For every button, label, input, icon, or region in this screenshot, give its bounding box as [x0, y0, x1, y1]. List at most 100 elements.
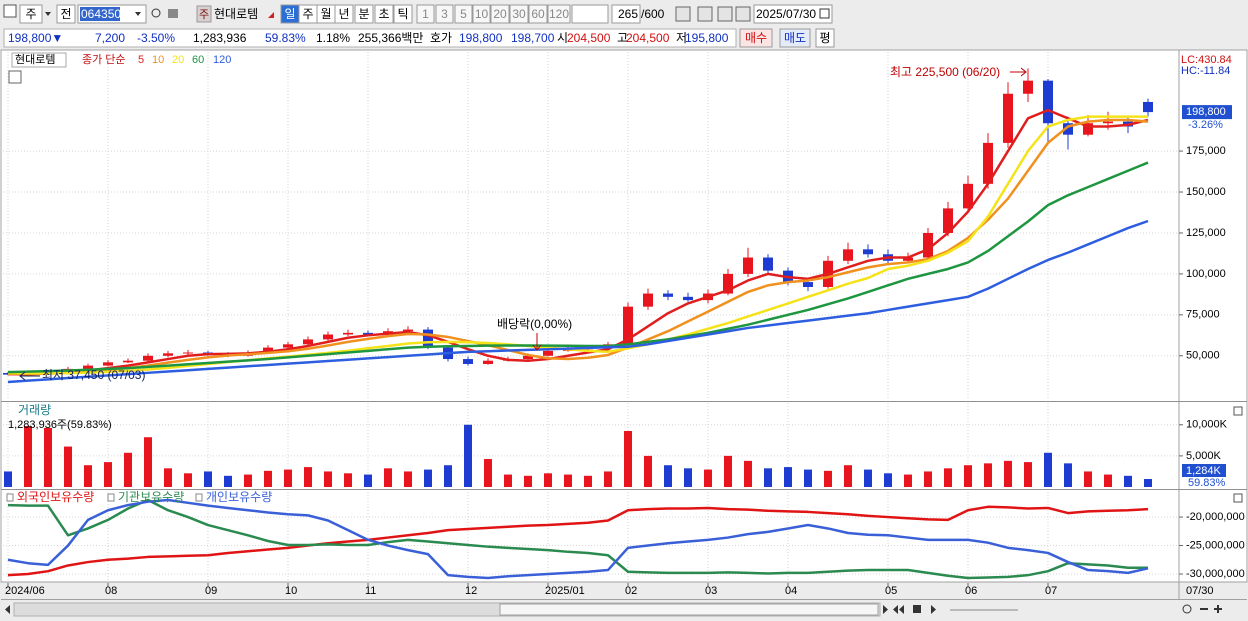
- volume-bar: [64, 446, 72, 487]
- button[interactable]: [354, 4, 374, 24]
- button[interactable]: [528, 4, 548, 24]
- candle-body: [263, 347, 273, 353]
- stop-button[interactable]: [913, 605, 921, 613]
- button-label: 30: [512, 7, 526, 21]
- search-zoom[interactable]: [1182, 604, 1192, 614]
- moving-average-line: [7, 219, 1149, 384]
- candle-body: [323, 334, 333, 340]
- quote-price: 198,800▼: [8, 31, 63, 45]
- candle-body: [643, 293, 653, 307]
- dropdown-arrow[interactable]: [45, 12, 51, 16]
- calendar-icon[interactable]: [819, 8, 830, 19]
- volume-bar: [1124, 475, 1132, 487]
- candle-body: [963, 183, 973, 209]
- tool-icon[interactable]: [735, 6, 751, 22]
- pane-close[interactable]: [1233, 406, 1243, 416]
- candle-body: [1043, 80, 1053, 124]
- button[interactable]: [490, 4, 510, 24]
- volume-bar: [404, 471, 412, 487]
- volume-bar: [344, 473, 352, 487]
- rewind-button[interactable]: [893, 605, 904, 614]
- moving-average-line: [7, 108, 1149, 376]
- volume-bar: [364, 474, 372, 487]
- x-tick-label: 05: [885, 585, 897, 597]
- volume-bar: [744, 460, 752, 487]
- high-annotation: 최고 225,500 (06/20): [890, 65, 1000, 79]
- button-label: 매도: [784, 31, 806, 45]
- count-max: /600: [641, 7, 665, 21]
- market-badge: 주: [199, 9, 209, 21]
- button[interactable]: [19, 4, 43, 24]
- legend-swatch: [107, 493, 115, 502]
- button-label: 3: [441, 7, 448, 21]
- quote-low: 195,800: [685, 31, 729, 45]
- dropdown-arrow[interactable]: [135, 12, 141, 16]
- volume-bar: [644, 455, 652, 487]
- button-label: 5: [460, 7, 467, 21]
- button[interactable]: [739, 28, 773, 48]
- candle-body: [403, 329, 413, 332]
- button[interactable]: [393, 4, 413, 24]
- scroll-left[interactable]: [5, 605, 10, 614]
- scroll-right[interactable]: [883, 605, 888, 614]
- tool-icon[interactable]: [717, 6, 733, 22]
- pane-close[interactable]: [1233, 493, 1243, 503]
- moving-average-line: [7, 161, 1149, 374]
- count-input[interactable]: [611, 4, 641, 24]
- volume-bar: [384, 468, 392, 487]
- hc-label: HC:-11.84: [1181, 65, 1230, 77]
- candle-body: [923, 232, 933, 258]
- legend-name-box: [11, 52, 67, 68]
- legend-swatch: [6, 493, 14, 502]
- button-label: 매수: [745, 31, 767, 45]
- y-tick-label: -20,000,000: [1186, 511, 1245, 523]
- volume-bar: [164, 468, 172, 487]
- button[interactable]: [374, 4, 394, 24]
- table-icon[interactable]: [8, 70, 22, 84]
- button[interactable]: [779, 28, 811, 48]
- x-tick-label: 11: [365, 585, 376, 597]
- candle-body: [463, 359, 473, 364]
- candle-body: [163, 353, 173, 356]
- button[interactable]: [435, 4, 454, 24]
- button[interactable]: [472, 4, 491, 24]
- unit-input[interactable]: [571, 4, 609, 24]
- date-input[interactable]: [753, 4, 833, 24]
- volume-bar: [284, 469, 292, 487]
- legend-entry: 60: [192, 54, 204, 66]
- window-icon[interactable]: [3, 4, 17, 18]
- button[interactable]: [509, 4, 529, 24]
- candle-body: [1083, 123, 1093, 135]
- search-icon[interactable]: [151, 8, 161, 18]
- button[interactable]: [416, 4, 435, 24]
- volume-bar: [464, 424, 472, 487]
- button[interactable]: [454, 4, 473, 24]
- button[interactable]: [815, 28, 835, 48]
- scrollbar-thumb[interactable]: [499, 603, 879, 616]
- badge: [196, 5, 212, 23]
- count: 265: [618, 7, 638, 21]
- last-price-box: [1182, 105, 1232, 120]
- tool-icon[interactable]: [697, 6, 713, 22]
- speaker-icon[interactable]: [168, 9, 178, 18]
- quote-ask-label: 호가: [430, 31, 452, 45]
- volume-bar: [424, 469, 432, 487]
- candle-body: [543, 350, 553, 356]
- quote-amount: 255,366백만: [358, 31, 423, 45]
- candle-body: [663, 293, 673, 297]
- name-flag: [268, 12, 274, 18]
- y-tick-label: 125,000: [1186, 227, 1226, 239]
- button[interactable]: [547, 4, 571, 24]
- play-button[interactable]: [931, 605, 936, 614]
- zoom-in[interactable]: [1214, 605, 1222, 613]
- button[interactable]: [56, 4, 76, 24]
- x-tick-label: 03: [705, 585, 717, 597]
- candle-body: [1003, 93, 1013, 143]
- tool-icon[interactable]: [675, 6, 691, 22]
- volume-bar: [544, 473, 552, 487]
- legend-entry: 기관보유수량: [118, 490, 184, 504]
- button[interactable]: [334, 4, 354, 24]
- volume-bar: [324, 471, 332, 487]
- candle-body: [123, 360, 133, 363]
- candle-body: [83, 365, 93, 369]
